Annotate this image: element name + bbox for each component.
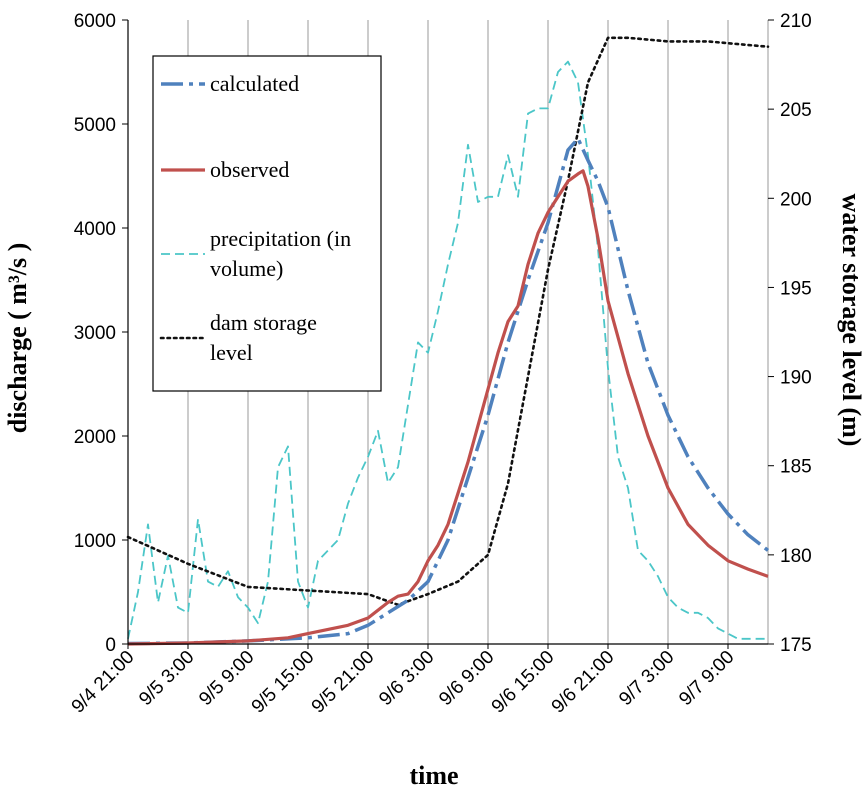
x-tick-label: 9/5 3:00	[135, 647, 198, 710]
y-left-tick-label: 4000	[74, 219, 116, 240]
legend-label: calculated	[210, 71, 299, 96]
x-tick-label: 9/6 21:00	[548, 647, 619, 718]
x-tick-label: 9/6 15:00	[488, 647, 559, 718]
legend-box	[152, 55, 382, 392]
series-layer	[126, 36, 770, 646]
y-right-tick-label: 195	[780, 278, 812, 299]
y-left-tick-label: 3000	[74, 323, 116, 344]
x-tick-label: 9/6 3:00	[375, 647, 438, 710]
y-right-tick-label: 175	[780, 635, 812, 656]
y-left-tick-label: 0	[105, 635, 116, 656]
y-left-tick-label: 6000	[74, 11, 116, 32]
y-axis-left-title: discharge ( m³/s )	[3, 243, 32, 434]
legend-label: dam storage level	[210, 310, 317, 365]
x-axis-title: time	[409, 761, 458, 790]
x-tick-label: 9/4 21:00	[68, 647, 139, 718]
series-line-observed	[127, 169, 769, 646]
y-right-tick-label: 190	[780, 368, 812, 389]
x-tick-label: 9/7 9:00	[675, 647, 738, 710]
x-tick-label: 9/5 15:00	[248, 647, 319, 718]
x-tick-label: 9/5 21:00	[308, 647, 379, 718]
y-right-tick-label: 200	[780, 189, 812, 210]
legend: calculated observed precipitation (in volum…	[152, 55, 382, 392]
series-line-calculated	[127, 136, 770, 646]
y-right-tick-label: 185	[780, 457, 812, 478]
x-tick-label: 9/7 3:00	[615, 647, 678, 710]
legend-label: observed	[210, 157, 289, 182]
y-right-tick-label: 210	[780, 11, 812, 32]
series-line-dam	[126, 36, 770, 607]
y-left-tick-label: 5000	[74, 115, 116, 136]
series-line-precipitation	[127, 60, 768, 640]
y-right-tick-label: 180	[780, 546, 812, 567]
y-axis-right-title: water storage level (m)	[837, 194, 866, 447]
y-left-tick-label: 2000	[74, 427, 116, 448]
y-left-tick-label: 1000	[74, 531, 116, 552]
y-right-tick-label: 205	[780, 100, 812, 121]
legend-label: precipitation (in volume)	[210, 226, 351, 281]
